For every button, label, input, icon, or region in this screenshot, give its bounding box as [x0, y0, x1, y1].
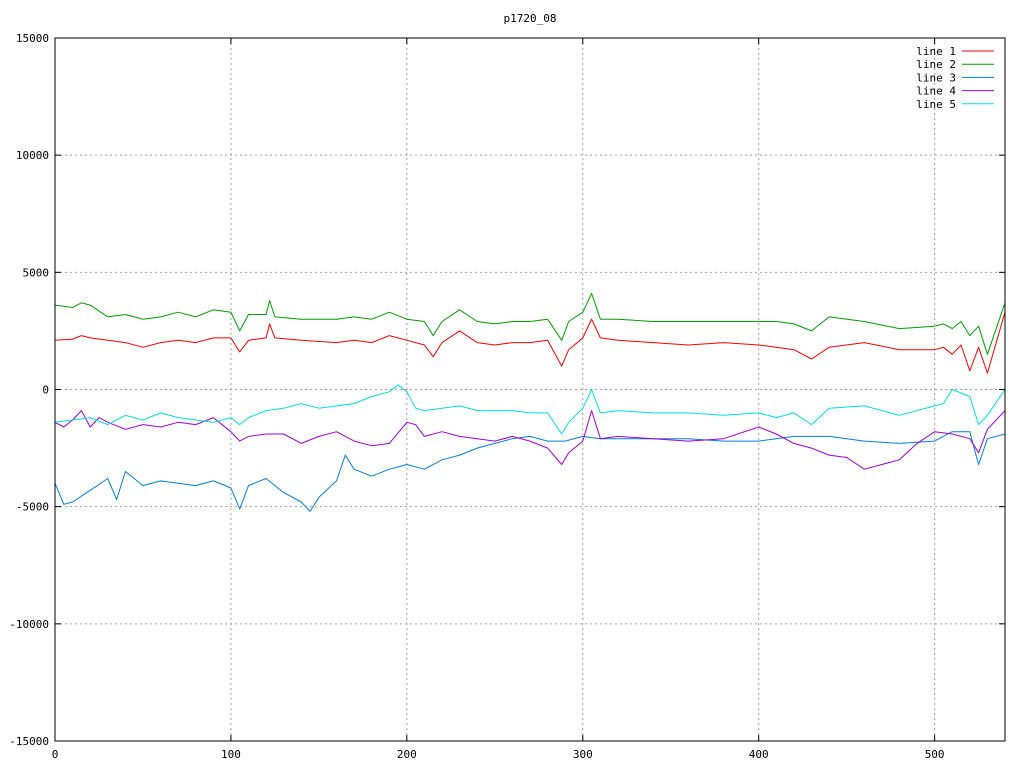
y-tick-label: 10000: [16, 149, 49, 162]
y-tick-label: -15000: [9, 735, 49, 748]
legend-label-1: line 1: [916, 45, 956, 58]
tick-labels: 0 100 200 300 400 500 -15000 -10000 -5000 0 5000 10…: [9, 32, 944, 761]
x-tick-label: 300: [573, 748, 593, 761]
legend-label-5: line 5: [916, 98, 956, 111]
axis-ticks: [54, 37, 1005, 742]
y-tick-label: 0: [42, 384, 49, 397]
series-line-2: [54, 292, 1006, 355]
plot-frame: [54, 37, 1006, 742]
legend-label-2: line 2: [916, 58, 956, 71]
series-line-4: [54, 410, 1006, 470]
x-tick-label: 100: [221, 748, 241, 761]
series-line-5: [54, 384, 1006, 435]
grid: [55, 38, 1005, 741]
legend-label-3: line 3: [916, 71, 956, 84]
series-line-3: [54, 431, 1006, 512]
x-tick-label: 500: [925, 748, 945, 761]
y-tick-label: 5000: [23, 266, 50, 279]
y-tick-label: 15000: [16, 32, 49, 45]
x-tick-label: 200: [397, 748, 417, 761]
series-line-1: [54, 312, 1006, 374]
x-tick-label: 0: [52, 748, 59, 761]
y-tick-label: -10000: [9, 618, 49, 631]
x-tick-label: 400: [749, 748, 769, 761]
y-tick-label: -5000: [16, 501, 49, 514]
chart-title: p1720_08: [504, 12, 557, 25]
series-group: [54, 292, 1006, 512]
legend-label-4: line 4: [916, 85, 956, 98]
